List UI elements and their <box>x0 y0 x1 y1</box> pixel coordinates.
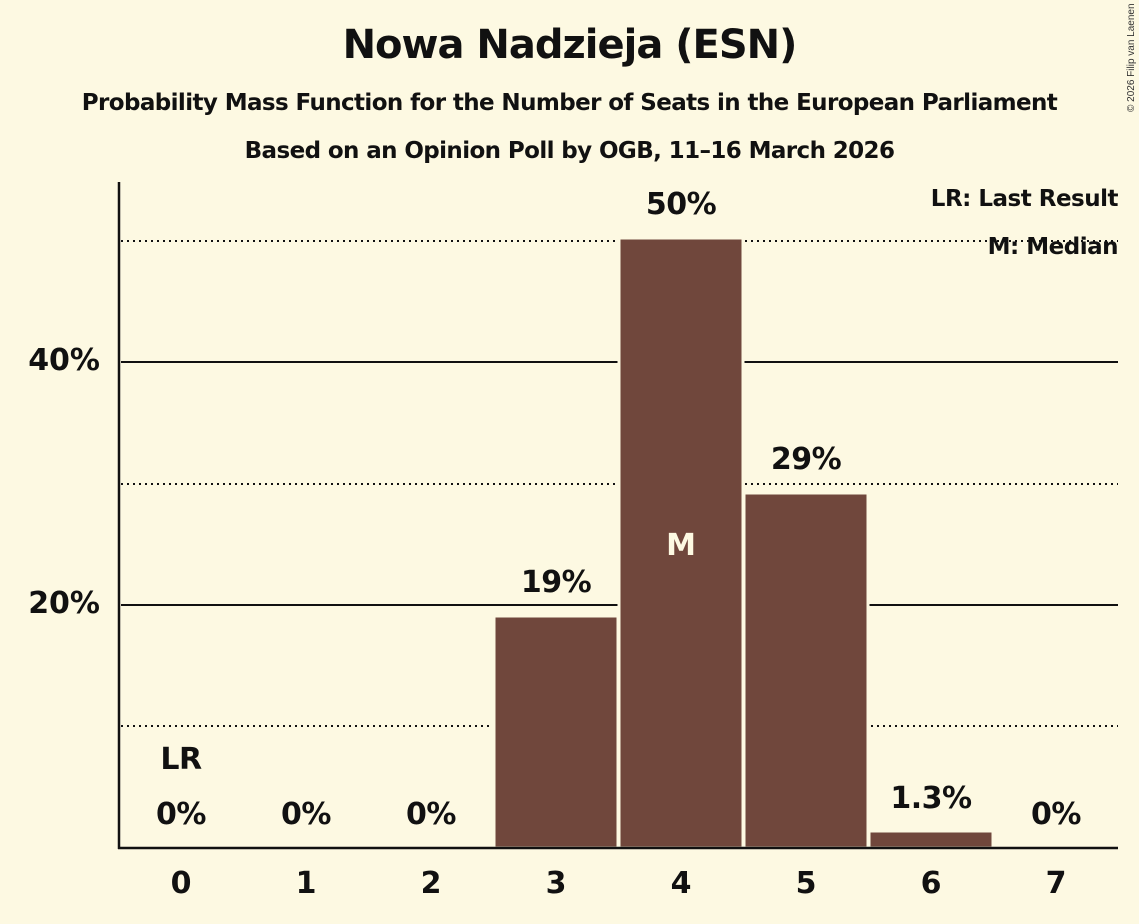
median-marker: M <box>666 528 696 563</box>
bars <box>492 236 995 850</box>
x-tick-2: 2 <box>420 866 442 901</box>
chart-title: Nowa Nadzieja (ESN) <box>342 22 798 68</box>
last-result-marker: LR <box>160 742 202 777</box>
bar-6-seats <box>867 829 995 850</box>
x-tick-4: 4 <box>670 866 692 901</box>
value-label-2: 0% <box>406 797 456 832</box>
bar-4-seats <box>617 236 745 850</box>
bar-5-seats <box>742 491 870 850</box>
x-tick-1: 1 <box>295 866 317 901</box>
x-tick-6: 6 <box>920 866 942 901</box>
value-label-3: 19% <box>520 565 592 600</box>
x-tick-5: 5 <box>795 866 817 901</box>
value-label-1: 0% <box>281 797 331 832</box>
legend-median: M: Median <box>987 234 1119 260</box>
y-tick-20: 20% <box>28 586 100 621</box>
x-tick-0: 0 <box>170 866 192 901</box>
value-label-5: 29% <box>770 442 842 477</box>
value-label-6: 1.3% <box>890 781 972 816</box>
y-tick-40: 40% <box>28 343 100 378</box>
chart-subtitle: Probability Mass Function for the Number… <box>81 90 1058 116</box>
value-label-0: 0% <box>156 797 206 832</box>
legend-last-result: LR: Last Result <box>930 186 1119 212</box>
x-tick-7: 7 <box>1045 866 1067 901</box>
value-label-4: 50% <box>645 187 717 222</box>
chart-subtitle-poll: Based on an Opinion Poll by OGB, 11–16 M… <box>244 138 895 164</box>
value-label-7: 0% <box>1031 797 1081 832</box>
x-tick-3: 3 <box>545 866 567 901</box>
bar-3-seats <box>492 614 620 850</box>
